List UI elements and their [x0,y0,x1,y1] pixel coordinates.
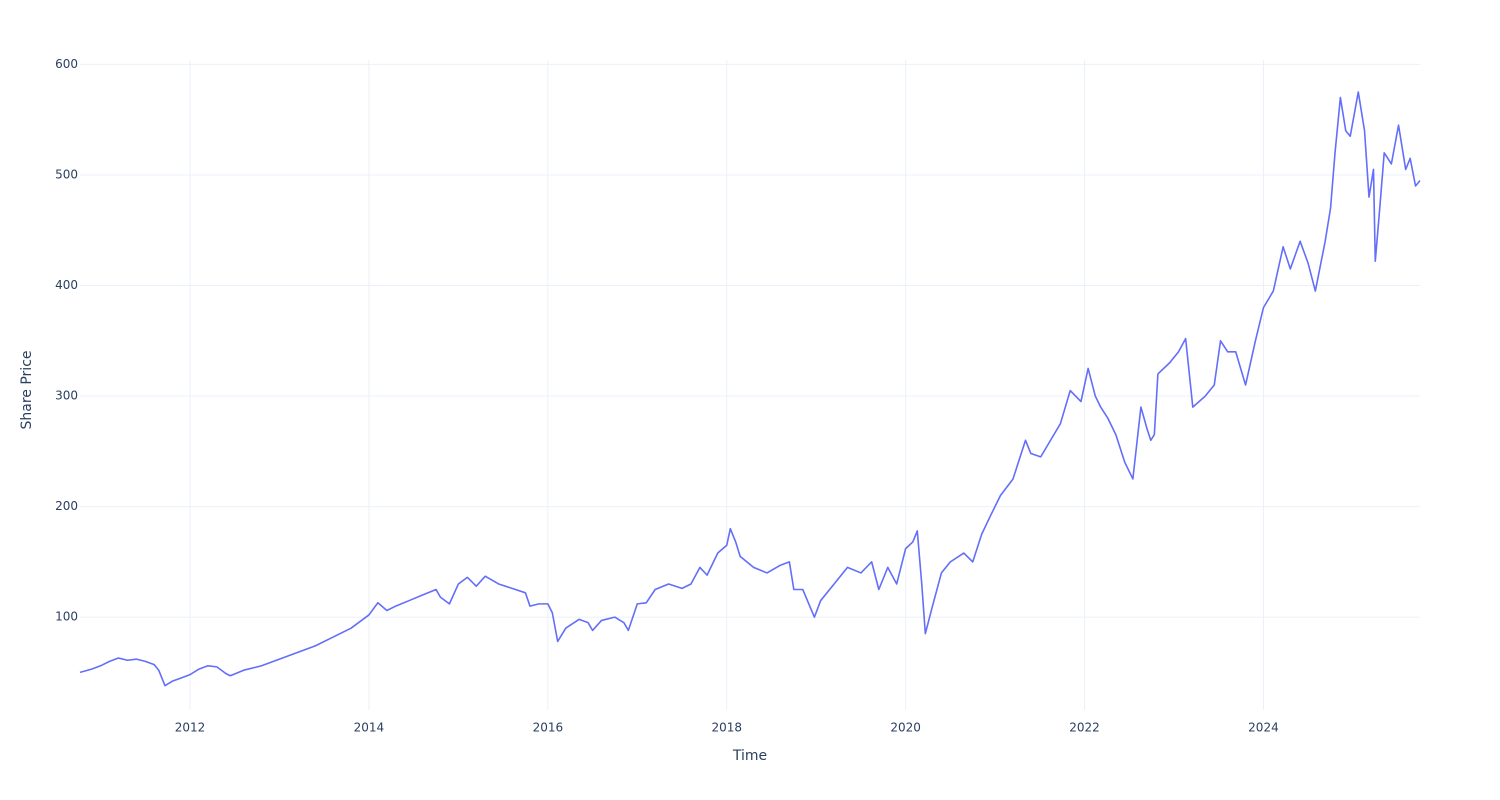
y-tick-label: 400 [55,278,78,292]
price-line [79,91,1421,687]
x-tick-label: 2022 [1069,721,1100,735]
x-tick-label: 2018 [711,721,742,735]
y-axis-title: Share Price [19,350,35,429]
x-tick-label: 2014 [354,721,385,735]
x-tick-label: 2012 [175,721,206,735]
y-tick-label: 100 [55,610,78,624]
y-tick-label: 300 [55,389,78,403]
y-tick-label: 200 [55,499,78,513]
y-tick-label: 500 [55,167,78,181]
x-tick-label: 2016 [533,721,564,735]
x-tick-label: 2020 [890,721,921,735]
x-tick-label: 2024 [1248,721,1279,735]
y-tick-label: 600 [55,57,78,71]
x-axis-title: Time [732,748,767,764]
